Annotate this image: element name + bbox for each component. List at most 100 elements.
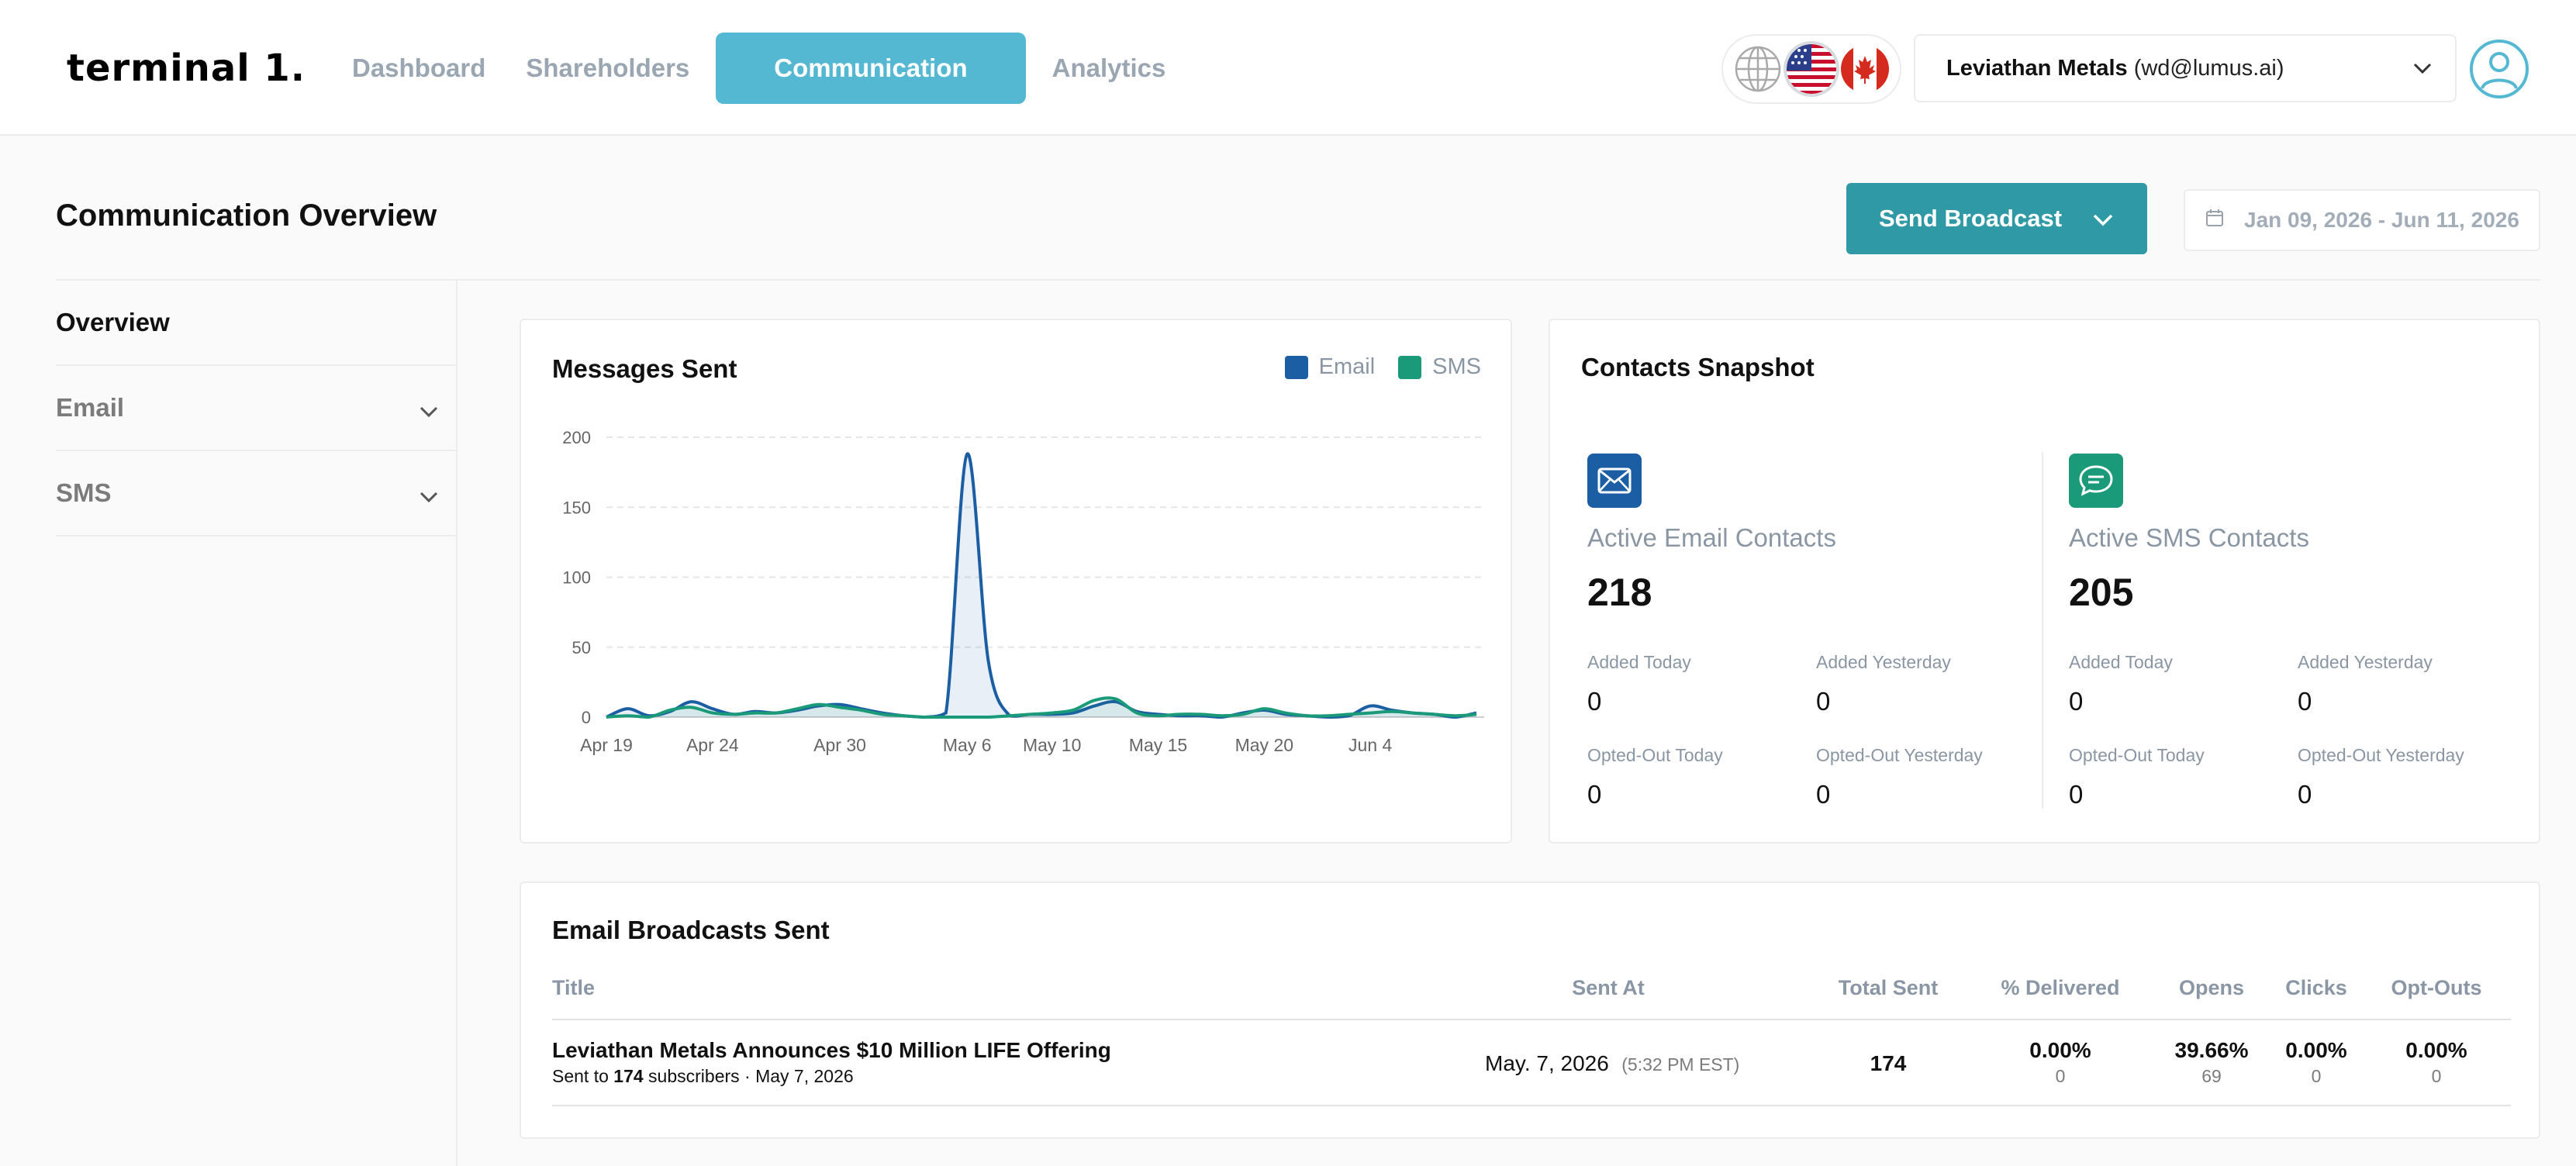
x-tick-label: Jun 4 [1348,735,1392,755]
chevron-down-icon [2091,208,2115,237]
nav-dashboard[interactable]: Dashboard [352,53,486,82]
sidebar-item-label: SMS [56,478,112,507]
opens-percent: 39.66% [2174,1038,2249,1062]
series-area-sms [606,698,1476,717]
subscriber-count: 174 [613,1066,644,1086]
y-tick-label: 200 [562,428,591,447]
language-selector [1721,34,1901,104]
column-header-sent-at[interactable]: Sent At [1572,976,1645,999]
stat-label: Added Yesterday [1816,652,1951,672]
column-header-delivered[interactable]: % Delivered [2001,976,2120,999]
nav-communication[interactable]: Communication [716,33,1026,104]
stat-value: 0 [1587,687,1602,716]
header-divider [56,279,2540,281]
nav-analytics[interactable]: Analytics [1051,53,1166,82]
subtitle-suffix: subscribers · May 7, 2026 [648,1066,854,1086]
sent-time: (5:32 PM EST) [1621,1054,1740,1075]
column-header-total-sent[interactable]: Total Sent [1838,976,1939,999]
series-line-email [606,452,1477,719]
active-email-label: Active Email Contacts [1587,523,1836,552]
sms-added-yesterday: Added Yesterday 0 [2298,652,2433,716]
stat-value: 0 [2069,780,2084,809]
stat-value: 0 [2298,687,2312,716]
account-selector[interactable]: Leviathan Metals (wd@lumus.ai) [1914,34,2457,102]
calendar-icon [2205,208,2224,233]
x-tick-label: Apr 19 [580,735,633,755]
globe-icon[interactable] [1733,44,1783,94]
legend-swatch [1398,355,1422,379]
broadcast-title[interactable]: Leviathan Metals Announces $10 Million L… [552,1038,1111,1062]
x-tick-label: May 15 [1129,735,1187,755]
y-tick-label: 0 [582,708,591,727]
legend-label: SMS [1432,354,1481,379]
stat-value: 0 [2298,780,2312,809]
nav-shareholders[interactable]: Shareholders [526,53,690,82]
clicks-count: 0 [2311,1066,2322,1086]
chevron-down-icon [419,484,439,513]
y-tick-label: 100 [562,568,591,588]
sidebar-item-email[interactable]: Email [56,366,456,451]
sms-opted-out-today: Opted-Out Today 0 [2069,745,2205,809]
delivered-percent: 0.00% [2029,1038,2091,1062]
card-title: Contacts Snapshot [1581,353,1815,381]
email-added-today: Added Today 0 [1587,652,1691,716]
y-tick-label: 50 [572,638,591,657]
messages-sent-chart: 0 50 100 150 200 Apr 19 Apr 24 Apr 30 May 6 May 1… [562,428,1484,755]
legend-item-sms[interactable]: SMS [1398,354,1481,380]
logo[interactable]: terminal 1. [67,47,306,90]
active-sms-count: 205 [2069,571,2134,614]
clicks-percent: 0.00% [2285,1038,2347,1062]
top-navigation-bar: terminal 1. Dashboard Shareholders Commu… [0,0,2576,136]
account-name: Leviathan Metals [1946,55,2128,81]
page-title: Communication Overview [56,198,437,233]
x-tick-label: May 10 [1023,735,1081,755]
card-title: Email Broadcasts Sent [552,916,830,944]
delivered-count: 0 [2055,1066,2066,1086]
legend-swatch [1284,355,1308,379]
x-tick-label: Apr 30 [813,735,866,755]
column-divider [2042,452,2043,809]
stat-label: Added Yesterday [2298,652,2433,672]
us-flag-icon[interactable] [1787,44,1836,94]
stat-value: 0 [1816,780,1831,809]
chevron-down-icon [2412,57,2433,85]
stat-value: 0 [1587,780,1602,809]
sidebar-item-overview[interactable]: Overview [56,281,456,366]
column-header-opens[interactable]: Opens [2178,976,2245,999]
canada-flag-icon[interactable] [1840,44,1890,94]
sidebar: Overview Email SMS [56,281,456,536]
sidebar-item-sms[interactable]: SMS [56,451,456,536]
optouts-percent: 0.00% [2405,1038,2467,1062]
opens-count: 69 [2201,1066,2222,1086]
x-tick-label: May 6 [943,735,992,755]
user-avatar-icon[interactable] [2469,39,2529,99]
y-tick-label: 150 [562,498,591,517]
legend-item-email[interactable]: Email [1284,354,1375,380]
email-opted-out-yesterday: Opted-Out Yesterday 0 [1816,745,1983,809]
email-opted-out-today: Opted-Out Today 0 [1587,745,1723,809]
account-email: (wd@lumus.ai) [2133,55,2284,81]
series-line-sms [606,696,1477,719]
stat-label: Opted-Out Yesterday [2298,745,2464,765]
contacts-snapshot-card: Contacts Snapshot Active Email Contacts … [1549,319,2540,843]
column-header-title[interactable]: Title [552,976,596,999]
chart-legend: Email SMS [1262,354,1481,380]
stat-label: Added Today [2069,652,2173,672]
email-broadcasts-card: Email Broadcasts Sent Title Sent At Tota… [520,881,2540,1139]
series-area-email [606,454,1476,717]
table-header-divider [552,1019,2511,1020]
column-header-clicks[interactable]: Clicks [2285,976,2347,999]
date-range-picker[interactable]: Jan 09, 2026 - Jun 11, 2026 [2184,189,2540,251]
email-contacts: Active Email Contacts 218 [1587,454,1836,615]
x-tick-label: Apr 24 [686,735,739,755]
chevron-down-icon [419,398,439,428]
sent-date: May. 7, 2026 [1485,1051,1609,1075]
broadcast-subtitle: Sent to 174 subscribers · May 7, 2026 [552,1066,854,1087]
subtitle-prefix: Sent to [552,1066,609,1086]
stat-label: Added Today [1587,652,1691,672]
main-nav: Dashboard Shareholders Communication Ana… [332,33,1186,104]
messages-sent-card: Messages Sent Email SMS 0 50 100 150 200 Apr … [520,319,1512,843]
column-header-opt-outs[interactable]: Opt-Outs [2391,976,2482,999]
stat-label: Opted-Out Today [2069,745,2205,765]
send-broadcast-button[interactable]: Send Broadcast [1846,183,2147,254]
